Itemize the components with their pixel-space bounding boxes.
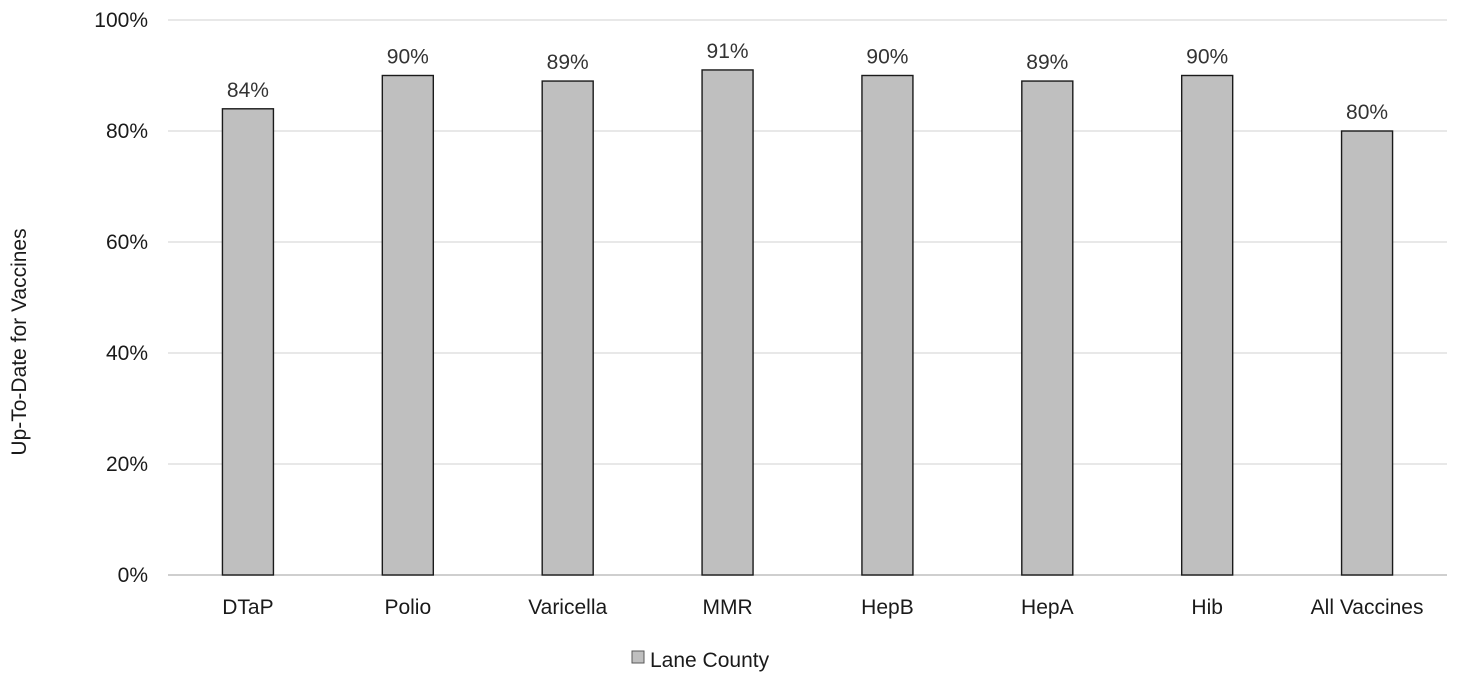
data-label-varicella: 89% bbox=[547, 51, 589, 74]
data-label-hepb: 90% bbox=[866, 46, 908, 69]
y-tick-label-60: 60% bbox=[106, 231, 148, 254]
bar-all-vaccines bbox=[1340, 130, 1394, 576]
data-labels: 84% 90% 89% 91% 90% 89% 90% 80% bbox=[227, 40, 1388, 124]
gridlines bbox=[168, 19, 1447, 576]
data-label-hepa: 89% bbox=[1026, 51, 1068, 74]
x-tick-label-dtap: DTaP bbox=[222, 596, 273, 619]
legend: Lane County bbox=[631, 649, 770, 672]
data-label-all-vaccines: 80% bbox=[1346, 101, 1388, 124]
y-axis-ticks: 0% 20% 40% 60% 80% 100% bbox=[94, 9, 148, 587]
x-tick-label-mmr: MMR bbox=[702, 596, 752, 619]
x-tick-label-hib: Hib bbox=[1191, 596, 1223, 619]
bar-polio bbox=[381, 74, 435, 576]
x-tick-label-hepa: HepA bbox=[1021, 596, 1074, 619]
data-label-dtap: 84% bbox=[227, 79, 269, 102]
x-axis-categories: DTaP Polio Varicella MMR HepB HepA Hib All Vacc… bbox=[222, 596, 1423, 619]
legend-swatch-lane-county bbox=[631, 650, 645, 664]
bar-dtap bbox=[221, 108, 275, 576]
data-label-polio: 90% bbox=[387, 46, 429, 69]
x-tick-label-polio: Polio bbox=[384, 596, 431, 619]
x-tick-label-hepb: HepB bbox=[861, 596, 914, 619]
bar-mmr bbox=[701, 69, 754, 576]
y-axis-title: Up-To-Date for Vaccines bbox=[8, 228, 31, 455]
bar-hepb bbox=[861, 74, 914, 576]
y-tick-label-80: 80% bbox=[106, 120, 148, 143]
data-label-hib: 90% bbox=[1186, 46, 1228, 69]
y-tick-label-40: 40% bbox=[106, 342, 148, 365]
x-tick-label-varicella: Varicella bbox=[528, 596, 607, 619]
y-tick-label-100: 100% bbox=[94, 9, 148, 32]
y-tick-label-20: 20% bbox=[106, 453, 148, 476]
bar-varicella bbox=[541, 80, 594, 576]
bars bbox=[221, 69, 1394, 576]
legend-label-lane-county: Lane County bbox=[650, 649, 770, 672]
y-tick-label-0: 0% bbox=[118, 564, 148, 587]
data-label-mmr: 91% bbox=[707, 40, 749, 63]
x-tick-label-all-vaccines: All Vaccines bbox=[1311, 596, 1424, 619]
bar-hib bbox=[1180, 74, 1234, 576]
bar-hepa bbox=[1021, 80, 1074, 576]
